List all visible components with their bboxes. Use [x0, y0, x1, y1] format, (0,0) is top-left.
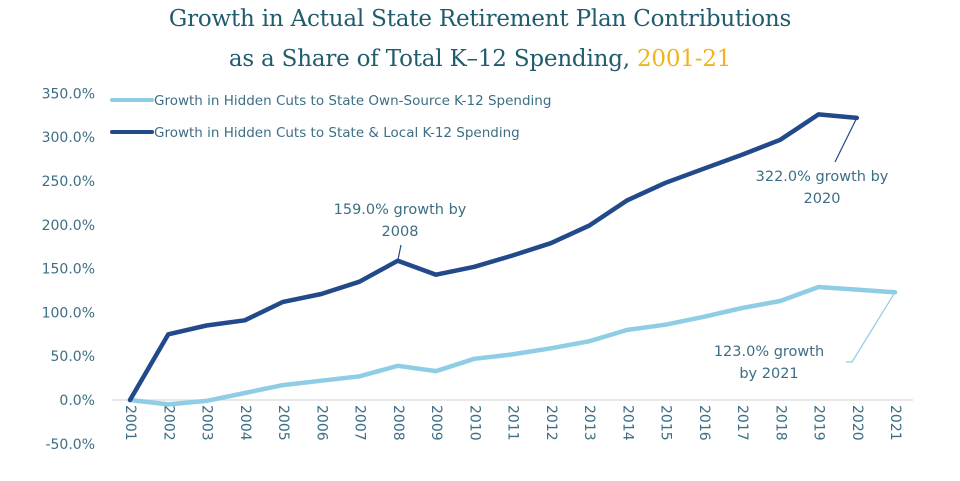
x-tick-label: 2010 [466, 405, 482, 441]
x-tick-label: 2003 [199, 405, 215, 441]
y-tick-label: 50.0% [51, 349, 95, 365]
series-line-state-local [127, 112, 860, 403]
x-tick-label: 2007 [352, 405, 368, 441]
x-tick-label: 2004 [237, 405, 253, 441]
y-tick-label: 250.0% [42, 174, 95, 190]
y-tick-label: 100.0% [42, 305, 95, 321]
x-tick-label: 2011 [505, 405, 521, 441]
legend: Growth in Hidden Cuts to State Own-Sourc… [110, 93, 551, 141]
annotation-label: by 2021 [739, 366, 798, 382]
x-tick-label: 2002 [160, 405, 176, 441]
annotation-label: 322.0% growth by [756, 169, 889, 185]
y-axis: -50.0% 0.0% 50.0% 100.0% 150.0% 200.0% 250.0% 3… [42, 86, 95, 452]
annotation-label: 2020 [804, 191, 841, 207]
x-tick-label: 2016 [696, 405, 712, 441]
annotation-label: 159.0% growth by [334, 202, 467, 218]
x-tick-label: 2018 [772, 405, 788, 441]
annotation-label: 123.0% growth [714, 344, 824, 360]
legend-label: Growth in Hidden Cuts to State & Local K… [154, 125, 520, 141]
x-tick-label: 2009 [428, 405, 444, 441]
x-tick-label: 2015 [658, 405, 674, 441]
x-tick-label: 2020 [849, 405, 865, 441]
chart-title-prefix: as a Share of Total K–12 Spending, [228, 46, 637, 72]
x-tick-label: 2006 [313, 405, 329, 441]
y-tick-label: 150.0% [42, 262, 95, 278]
x-tick-label: 2017 [734, 405, 750, 441]
y-tick-label: -50.0% [45, 437, 95, 453]
y-tick-label: 300.0% [42, 130, 95, 146]
x-tick-label: 2008 [390, 405, 406, 441]
x-tick-label: 2021 [887, 405, 903, 441]
legend-label: Growth in Hidden Cuts to State Own-Sourc… [154, 93, 551, 109]
y-tick-label: 200.0% [42, 218, 95, 234]
x-axis: 2001 2002 2003 2004 2005 2006 2007 2008 2009 2010… [122, 405, 903, 441]
chart-title-line-1: Growth in Actual State Retirement Plan C… [168, 6, 792, 32]
y-tick-label: 350.0% [42, 86, 95, 102]
annotation-leader-line [846, 291, 896, 363]
x-tick-label: 2005 [275, 405, 291, 441]
x-tick-label: 2013 [581, 405, 597, 441]
x-tick-label: 2001 [122, 405, 138, 441]
annotation-label: 2008 [382, 224, 419, 240]
series-group [127, 112, 898, 407]
annotations: 159.0% growth by 2008 322.0% growth by 2020… [334, 117, 896, 382]
x-tick-label: 2019 [811, 405, 827, 441]
chart-title-line-2: as a Share of Total K–12 Spending, 2001-… [0, 46, 960, 72]
y-tick-label: 0.0% [59, 393, 95, 409]
x-tick-label: 2014 [619, 405, 635, 441]
annotation-leader-line [834, 117, 858, 163]
chart-title-year-range: 2001-21 [636, 46, 732, 72]
x-tick-label: 2012 [543, 405, 559, 441]
annotation-leader-line [397, 244, 402, 261]
